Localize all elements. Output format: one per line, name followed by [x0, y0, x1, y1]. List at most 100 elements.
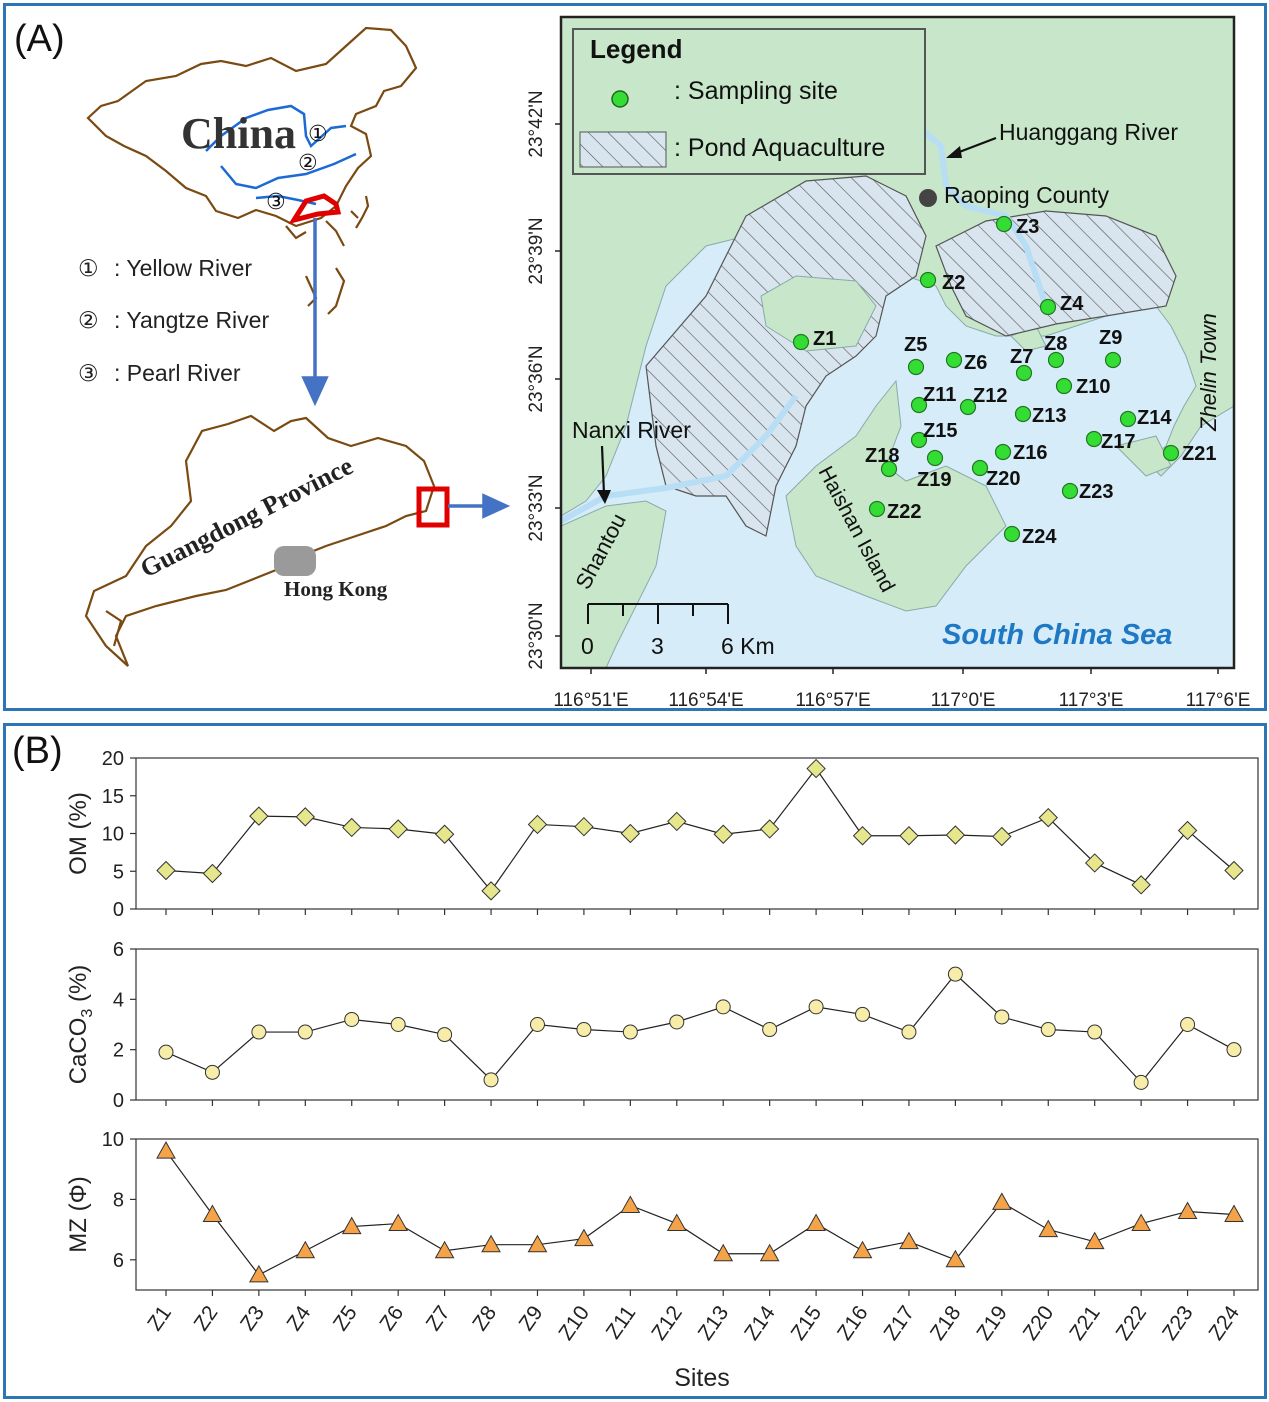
latitude-label: 23°36'N: [526, 345, 547, 412]
y-tick-label: 10: [102, 1129, 124, 1151]
data-point-z8: [481, 1234, 501, 1253]
site-marker: [1104, 351, 1122, 369]
longitude-label: 117°3'E: [1059, 690, 1124, 708]
x-tick-label: Z23: [1158, 1302, 1198, 1345]
site-label: Z16: [1013, 442, 1047, 464]
hongkong-label: Hong Kong: [284, 577, 388, 601]
site-marker: [959, 398, 977, 416]
panel-b: (B) 0 5 10 15 20 OM (%) 0 2 4 6 CaCO3 (%) 6 8 10 MZ (Φ…: [3, 723, 1267, 1399]
latitude-label: 23°30'N: [526, 602, 547, 669]
data-point-z9: [527, 1234, 548, 1253]
site-marker: [1003, 525, 1021, 543]
data-point-z13: [715, 999, 731, 1015]
sampling-site-z12: Z12: [959, 385, 1007, 416]
site-marker: [1085, 430, 1103, 448]
data-point-z22: [1131, 875, 1151, 895]
svg-text:: Pond Aquaculture: : Pond Aquaculture: [674, 134, 885, 162]
data-point-z13: [713, 824, 733, 844]
svg-text:: Yellow River: : Yellow River: [114, 255, 252, 281]
x-category-labels: Z1 Z2 Z3 Z4 Z5 Z6 Z7 Z8 Z9 Z10 Z11 Z12 Z13 Z14 Z15 Z16 Z…: [143, 1301, 1244, 1344]
sampling-site-z23: Z23: [1061, 481, 1113, 503]
site-label: Z20: [986, 468, 1020, 490]
data-point-z12: [667, 811, 687, 832]
huanggang-river-label: Huanggang River: [999, 119, 1178, 145]
site-marker: [995, 215, 1013, 233]
site-marker: [1119, 410, 1137, 428]
x-tick-label: Z1: [143, 1302, 176, 1335]
site-label: Z8: [1044, 333, 1067, 355]
legend-pond-swatch: [579, 131, 667, 168]
data-point-z23: [1177, 1201, 1198, 1219]
data-point-z6: [388, 1213, 409, 1232]
data-point-z4: [297, 1024, 313, 1040]
svg-text:①: ①: [78, 255, 99, 281]
sampling-site-z10: Z10: [1055, 376, 1110, 398]
data-point-z21: [1084, 1231, 1105, 1250]
arrow-right: [448, 493, 511, 519]
islet: [1115, 435, 1172, 477]
data-point-z9: [527, 814, 548, 835]
nanxi-river-label: Nanxi River: [572, 417, 691, 443]
x-tick-label: Z12: [647, 1302, 687, 1345]
data-point-z22: [1131, 1213, 1151, 1232]
data-point-z21: [1084, 853, 1105, 873]
sampling-site-z21: Z21: [1162, 443, 1216, 465]
nanxi-river-line: [561, 394, 799, 524]
site-label: Z5: [904, 334, 927, 356]
sampling-site-z24: Z24: [1003, 525, 1057, 548]
site-label: Z6: [964, 352, 987, 374]
sampling-site-z9: Z9: [1099, 327, 1122, 369]
site-label: Z3: [1016, 216, 1039, 238]
data-point-z16: [852, 1240, 873, 1259]
sampling-site-z22: Z22: [868, 500, 921, 523]
data-point-z18: [945, 1249, 966, 1268]
y-tick-label: 0: [113, 1090, 124, 1112]
chart-frame: [135, 757, 1259, 910]
svg-text:: Yangtze River: : Yangtze River: [114, 307, 269, 333]
data-point-z7: [437, 1027, 453, 1043]
site-label: Z10: [1076, 376, 1110, 398]
data-point-z4: [295, 807, 316, 827]
y-axis-label: MZ (Φ): [65, 1176, 92, 1252]
longitude-label: 117°0'E: [931, 690, 996, 708]
guangdong-highlight: [288, 193, 342, 224]
data-point-z23: [1180, 1017, 1196, 1032]
sampling-site-z11: Z11: [910, 384, 956, 414]
raoping-county-label: Raoping County: [944, 182, 1109, 208]
study-area-box: [416, 486, 450, 528]
site-label: Z17: [1101, 431, 1135, 453]
x-tick-label: Z7: [422, 1302, 455, 1335]
svg-text:③: ③: [266, 189, 286, 214]
site-marker: [994, 443, 1012, 461]
data-point-z16: [852, 826, 873, 846]
site-marker: [1039, 298, 1057, 316]
svg-text:: Pearl River: : Pearl River: [114, 360, 241, 386]
x-tick-label: Z17: [879, 1302, 919, 1345]
longitude-labels: 116°51'E 116°54'E 116°57'E 117°0'E 117°3'E 11…: [553, 690, 1250, 708]
data-point-z1: [156, 860, 176, 881]
pond-aquaculture-west: [645, 175, 927, 537]
sampling-site-z4: Z4: [1039, 293, 1084, 316]
zhelin-town-label: Zhelin Town: [1196, 313, 1221, 432]
x-tick-label: Z15: [787, 1302, 827, 1345]
china-map: [86, 26, 418, 315]
data-point-z5: [342, 817, 362, 838]
x-tick-label: Z19: [972, 1302, 1012, 1345]
data-point-z17: [899, 1231, 919, 1250]
data-point-z20: [1040, 1022, 1056, 1038]
sampling-site-z20: Z20: [971, 459, 1020, 490]
data-point-z14: [759, 819, 780, 839]
x-tick-label: Z14: [740, 1301, 780, 1344]
data-point-z8: [481, 881, 501, 901]
site-label: Z24: [1022, 526, 1057, 548]
data-point-z24: [1224, 1204, 1244, 1222]
latitude-label: 23°42'N: [526, 90, 547, 157]
data-point-z12: [669, 1014, 685, 1030]
site-marker: [1162, 444, 1180, 462]
data-point-z13: [713, 1243, 734, 1262]
panel-a-graphics: China ① ② ③ ① : Yellow River ② : Yangtze…: [78, 15, 1250, 708]
site-label: Z4: [1060, 293, 1084, 315]
x-tick-label: Z5: [329, 1302, 362, 1335]
longitude-label: 117°6'E: [1186, 690, 1251, 708]
svg-text:③: ③: [78, 360, 99, 386]
